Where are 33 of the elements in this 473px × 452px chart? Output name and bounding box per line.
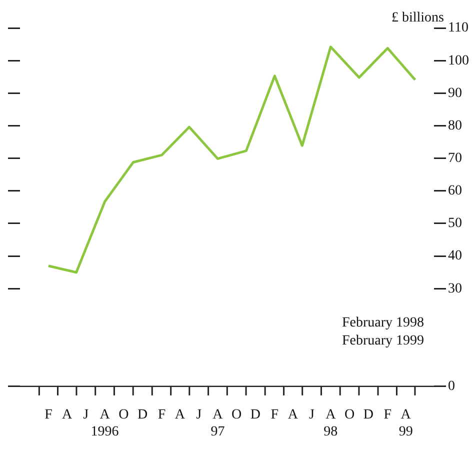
y-tick-label: 90 <box>448 86 462 101</box>
x-tick-label: A 98 <box>324 407 338 440</box>
x-tick-label: D <box>137 407 148 422</box>
x-tick-label: J <box>83 407 90 422</box>
x-tick-label: F <box>270 407 279 422</box>
x-tick-label: O <box>118 407 129 422</box>
x-tick-label: D <box>250 407 261 422</box>
y-tick-label: 80 <box>448 118 462 134</box>
y-tick-label: 100 <box>448 53 469 68</box>
x-tick-label: A <box>174 407 186 422</box>
x-tick-label: O <box>232 407 242 422</box>
x-tick-label: A 97 <box>210 407 225 440</box>
x-tick-label: A 1996 <box>90 407 119 440</box>
y-tick-label: 40 <box>448 248 462 264</box>
y-axis-title: £ billions <box>391 10 444 26</box>
x-tick-label: D <box>363 407 374 422</box>
x-tick-label: J <box>196 407 202 422</box>
y-tick-label: 110 <box>448 20 468 36</box>
x-tick-label: F <box>384 407 392 422</box>
x-tick-label: O <box>344 407 355 422</box>
y-tick-label: 0 <box>448 379 455 394</box>
x-tick-label: A <box>62 407 73 422</box>
x-tick-label: A <box>288 407 299 422</box>
x-tick-label: J <box>309 407 316 422</box>
y-tick-label: 60 <box>448 184 462 199</box>
annotation: February 1999 <box>342 333 424 348</box>
x-tick-label: F <box>158 407 166 422</box>
x-tick-label: F <box>44 407 53 422</box>
annotation: February 1998 <box>342 315 424 330</box>
y-tick-label: 30 <box>448 281 462 296</box>
x-tick-label: A 99 <box>398 407 413 440</box>
y-tick-label: 70 <box>448 151 462 166</box>
y-tick-label: 50 <box>448 216 462 232</box>
